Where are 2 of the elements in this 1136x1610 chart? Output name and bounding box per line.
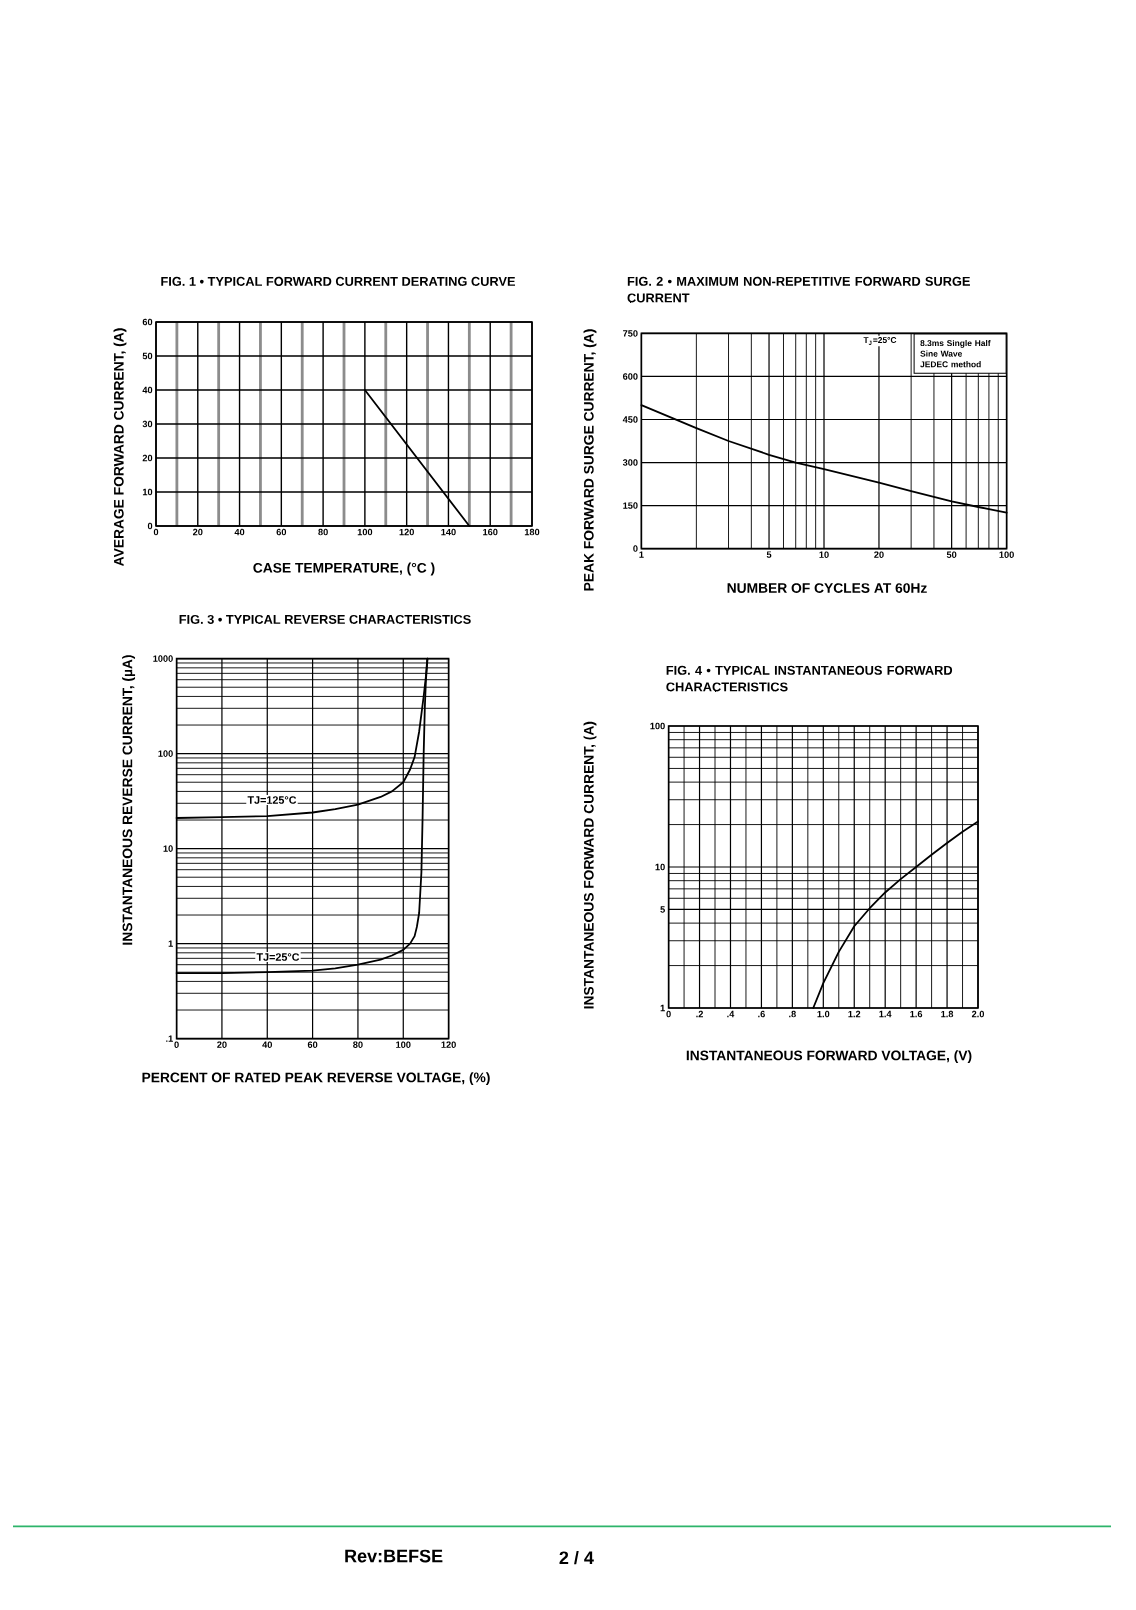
text: Rev:BEFSE	[345, 1549, 443, 1563]
text: 2 / 4	[559, 1550, 594, 1565]
